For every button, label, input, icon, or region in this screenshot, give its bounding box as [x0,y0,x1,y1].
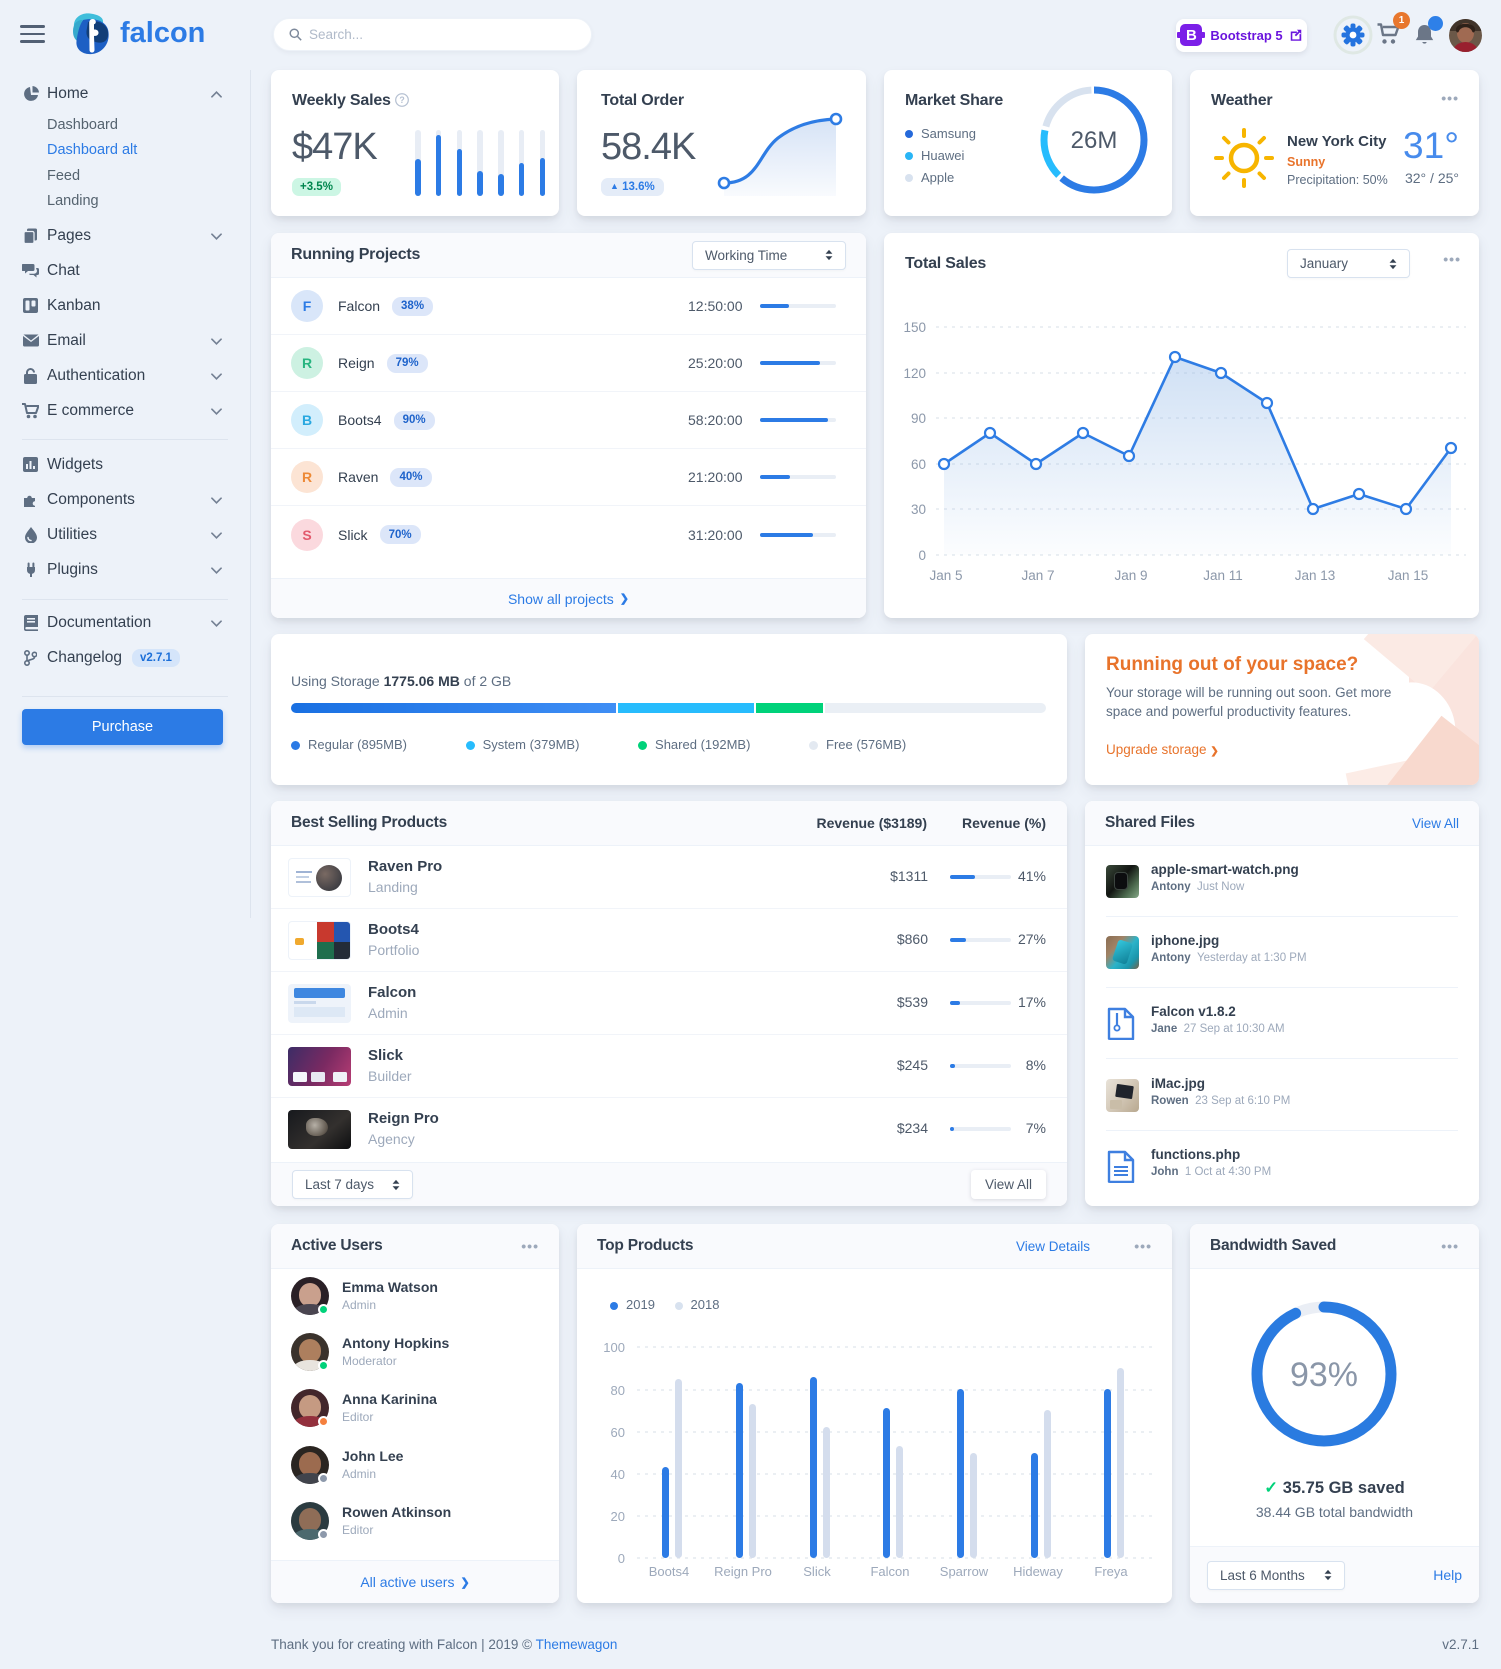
svg-text:60: 60 [611,1425,625,1440]
svg-text:Jan 9: Jan 9 [1114,568,1147,583]
svg-text:Boots4: Boots4 [649,1564,689,1579]
svg-text:150: 150 [903,320,926,335]
svg-text:Falcon: Falcon [870,1564,909,1579]
svg-text:Freya: Freya [1094,1564,1128,1579]
svg-text:Slick: Slick [803,1564,831,1579]
svg-text:Jan 13: Jan 13 [1295,568,1336,583]
svg-text:100: 100 [603,1340,625,1355]
svg-text:Hideway: Hideway [1013,1564,1063,1579]
svg-text:0: 0 [918,548,926,563]
svg-text:?: ? [399,95,404,105]
svg-text:60: 60 [911,457,926,472]
svg-text:30: 30 [911,502,926,517]
svg-text:20: 20 [611,1509,625,1524]
svg-text:120: 120 [903,366,926,381]
svg-text:Reign Pro: Reign Pro [714,1564,772,1579]
svg-text:Sparrow: Sparrow [940,1564,989,1579]
svg-text:Jan 7: Jan 7 [1021,568,1054,583]
svg-text:90: 90 [911,411,926,426]
svg-text:26M: 26M [1071,127,1118,154]
svg-text:93%: 93% [1290,1356,1358,1394]
svg-text:0: 0 [618,1551,625,1566]
svg-text:80: 80 [611,1383,625,1398]
svg-text:Jan 5: Jan 5 [929,568,962,583]
svg-text:40: 40 [611,1467,625,1482]
svg-text:Jan 11: Jan 11 [1203,568,1243,583]
svg-text:Jan 15: Jan 15 [1388,568,1429,583]
